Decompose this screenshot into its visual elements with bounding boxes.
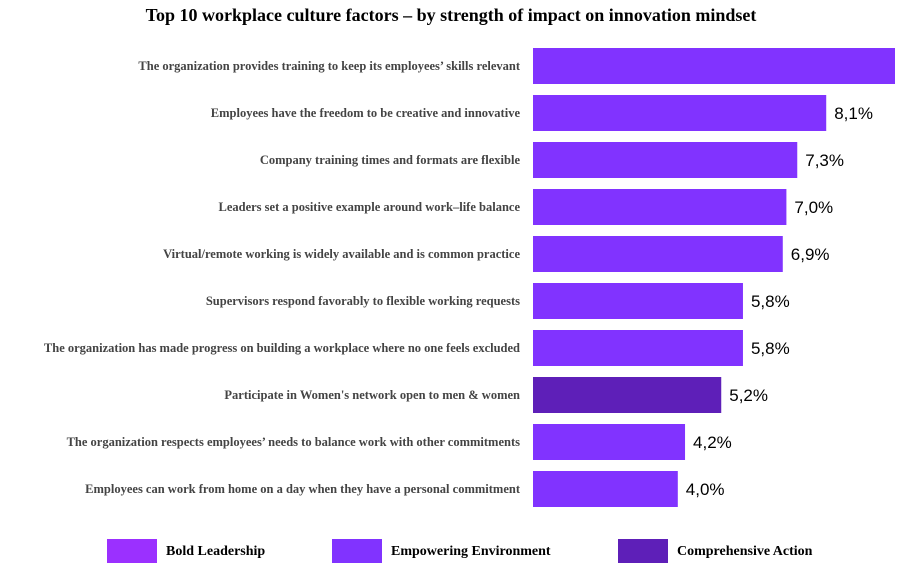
category-label: Company training times and formats are f… bbox=[260, 153, 521, 167]
legend: Bold Leadership Empowering Environment Com… bbox=[107, 539, 813, 563]
legend-label: Bold Leadership bbox=[166, 544, 265, 559]
bars-layer: The organization provides training to ke… bbox=[44, 48, 895, 507]
chart-title: Top 10 workplace culture factors – by st… bbox=[146, 5, 757, 25]
legend-swatch bbox=[618, 539, 668, 563]
bar bbox=[533, 424, 686, 460]
legend-swatch bbox=[107, 539, 157, 563]
bar bbox=[533, 95, 827, 131]
data-label: 4,0% bbox=[686, 480, 725, 499]
data-label: 6,9% bbox=[791, 245, 830, 264]
data-label: 7,3% bbox=[805, 151, 844, 170]
legend-label: Comprehensive Action bbox=[677, 544, 813, 559]
bar bbox=[533, 236, 783, 272]
category-label: Supervisors respond favorably to flexibl… bbox=[206, 294, 520, 308]
category-label: Virtual/remote working is widely availab… bbox=[163, 247, 520, 261]
category-label: The organization has made progress on bu… bbox=[44, 341, 520, 355]
legend-swatch bbox=[332, 539, 382, 563]
category-label: Employees can work from home on a day wh… bbox=[85, 482, 521, 496]
bar bbox=[533, 471, 678, 507]
category-label: The organization provides training to ke… bbox=[138, 59, 520, 73]
category-label: The organization respects employees’ nee… bbox=[67, 435, 521, 449]
category-label: Employees have the freedom to be creativ… bbox=[211, 106, 521, 120]
bar bbox=[533, 48, 895, 84]
data-label: 7,0% bbox=[794, 198, 833, 217]
data-label: 8,1% bbox=[834, 104, 873, 123]
category-label: Leaders set a positive example around wo… bbox=[219, 200, 521, 214]
bar bbox=[533, 330, 743, 366]
bar bbox=[533, 189, 787, 225]
data-label: 5,8% bbox=[751, 292, 790, 311]
data-label: 4,2% bbox=[693, 433, 732, 452]
bar bbox=[533, 377, 722, 413]
category-label: Participate in Women's network open to m… bbox=[224, 388, 520, 402]
bar bbox=[533, 283, 743, 319]
data-label: 5,8% bbox=[751, 339, 790, 358]
bar bbox=[533, 142, 798, 178]
data-label: 5,2% bbox=[729, 386, 768, 405]
legend-label: Empowering Environment bbox=[391, 544, 551, 559]
